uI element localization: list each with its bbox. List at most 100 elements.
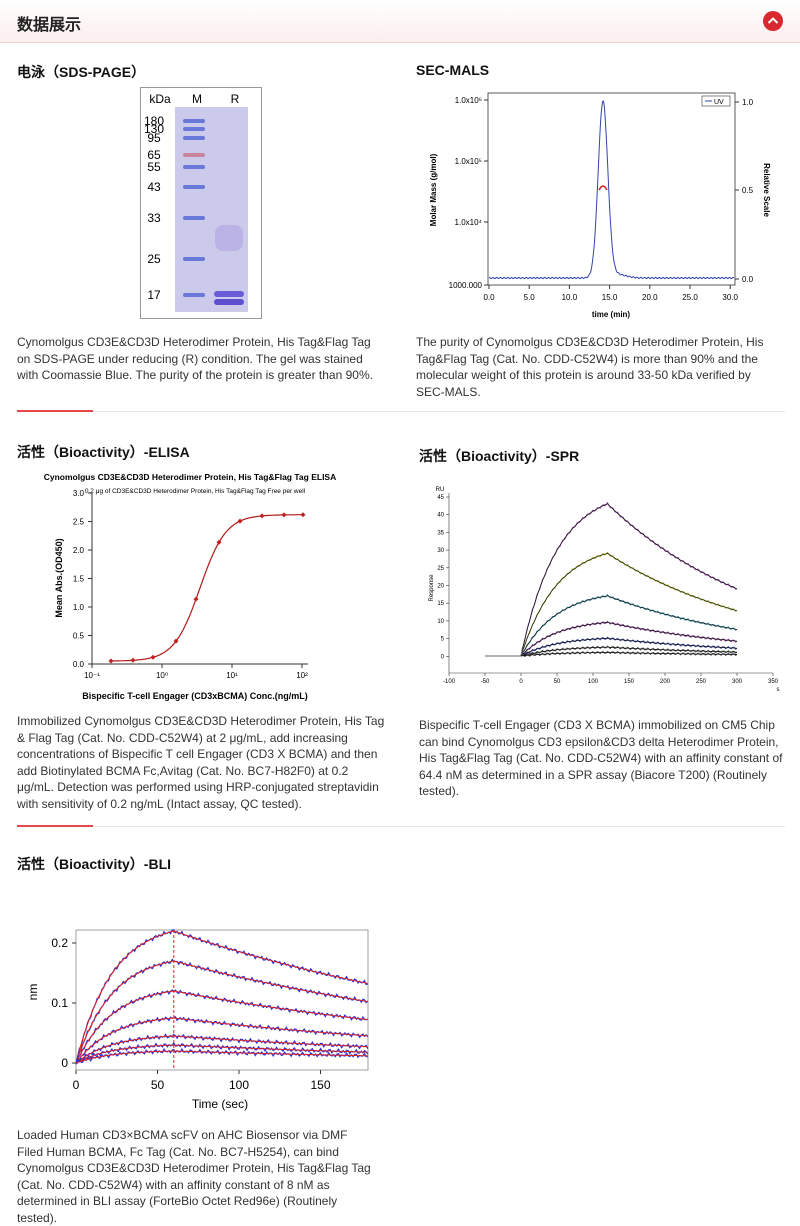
data-point — [130, 657, 136, 663]
x-tick-label: -100 — [443, 679, 456, 685]
fit-curve — [520, 595, 738, 657]
plot-frame — [75, 929, 369, 1071]
fit-curve — [520, 652, 737, 657]
data-point — [281, 512, 287, 518]
marker-band — [183, 127, 205, 131]
x-axis-label: Time (sec) — [192, 1097, 248, 1111]
marker-label: 95 — [147, 131, 161, 145]
caption: Cynomolgus CD3E&CD3D Heterodimer Protein… — [17, 335, 373, 382]
marker-label: 25 — [147, 252, 161, 266]
x-tick-label: 350 — [768, 679, 779, 685]
fit-curve — [520, 552, 738, 657]
y-tick-label: 35 — [437, 530, 444, 536]
x-tick-label: -50 — [481, 679, 490, 685]
y-axis-label: nm — [26, 984, 40, 1001]
elisa-chart: Cynomolgus CD3E&CD3D Heterodimer Protein… — [44, 472, 337, 701]
x-tick-label: 10⁰ — [156, 671, 168, 680]
y2-tick-label: 1.0 — [742, 98, 754, 107]
marker-label: 43 — [147, 180, 161, 194]
sample-band — [214, 291, 244, 297]
x-tick-label: 5.0 — [524, 293, 536, 302]
data-point — [150, 654, 156, 660]
y-tick-label: 1.5 — [73, 575, 85, 584]
sec-mals-chart: 1.0x10⁶ 1.0x10⁵ 1.0x10⁴ 1000.000 1.0 0.5 0.0 0.… — [429, 92, 771, 319]
data-point — [173, 638, 179, 644]
marker-label: 65 — [147, 148, 161, 162]
y-axis-label: Mean Abs.(OD450) — [54, 538, 64, 617]
y-tick-label: 1000.000 — [449, 281, 483, 290]
uv-trace — [488, 100, 735, 280]
x-tick-label: 50 — [554, 679, 561, 685]
y-tick-label: 1.0x10⁴ — [455, 218, 483, 227]
bli-chart: 0.2 0.1 00 50 100 150 Time (sec) nm — [26, 929, 369, 1111]
caption: Immobilized Cynomolgus CD3E&CD3D Heterod… — [17, 714, 385, 811]
lane-label: M — [192, 92, 202, 106]
x-tick-label: 10¹ — [226, 671, 238, 680]
fit-curve — [520, 503, 738, 657]
chart-subtitle: 0.2 μg of CD3E&CD3D Heterodimer Protein,… — [85, 488, 306, 495]
fit-curve — [75, 990, 368, 1064]
y-tick-label: 5 — [441, 637, 445, 643]
y-tick-label: 0 — [441, 654, 445, 660]
marker-label: 33 — [147, 211, 161, 225]
y-tick-label: 15 — [437, 601, 444, 607]
x-tick-label: 30.0 — [722, 293, 738, 302]
y-tick-label: 0.2 — [51, 936, 68, 950]
section-title: 活性（Bioactivity）-ELISA — [17, 444, 190, 460]
y-tick-label: 40 — [437, 513, 444, 519]
x-tick-label: 50 — [151, 1078, 165, 1092]
divider — [17, 826, 785, 827]
lane-label: R — [231, 92, 240, 106]
x-tick-label: 150 — [624, 679, 635, 685]
sensorgram — [520, 501, 738, 657]
chart-title: Cynomolgus CD3E&CD3D Heterodimer Protein… — [44, 472, 337, 482]
x-axis-label: time (min) — [592, 310, 631, 319]
collapse-button[interactable] — [763, 11, 783, 31]
y-tick-label: 45 — [437, 495, 444, 501]
gel-lane-area — [175, 107, 248, 312]
section-title: 活性（Bioactivity）-SPR — [419, 448, 580, 464]
section-title: SEC-MALS — [416, 62, 490, 78]
x-tick-label: 10⁻¹ — [84, 671, 100, 680]
fit-curve — [520, 622, 738, 657]
data-point — [300, 512, 306, 518]
marker-label: 180 — [144, 114, 164, 128]
marker-band — [183, 165, 205, 169]
divider-accent — [17, 825, 93, 827]
caption: The purity of Cynomolgus CD3E&CD3D Heter… — [416, 335, 764, 399]
sample-smear — [215, 225, 243, 251]
header-bar: 数据展示 — [0, 0, 800, 43]
y-unit: RU — [436, 487, 445, 493]
fit-curve — [520, 637, 738, 657]
legend-label: UV — [714, 99, 724, 106]
x-tick-label: 150 — [310, 1078, 330, 1092]
x-tick-label: 100 — [588, 679, 599, 685]
marker-band — [183, 293, 205, 297]
data-point — [108, 658, 114, 664]
y-tick-label: 30 — [437, 548, 444, 554]
marker-band — [183, 257, 205, 261]
x-axis-label: Bispecific T-cell Engager (CD3xBCMA) Con… — [82, 691, 308, 701]
x-tick-label: 300 — [732, 679, 743, 685]
section-title: 活性（Bioactivity）-BLI — [17, 856, 172, 872]
y-tick-label: 3.0 — [73, 489, 85, 498]
y-tick-label: 10 — [437, 619, 444, 625]
x-tick-label: 0 — [73, 1078, 80, 1092]
y-tick-label: 0.5 — [73, 632, 85, 641]
x-tick-label: 10² — [296, 671, 308, 680]
marker-label: 55 — [147, 160, 161, 174]
y-tick-label: 0.1 — [51, 996, 68, 1010]
x-tick-label: 0.0 — [483, 293, 495, 302]
marker-label: 130 — [144, 122, 164, 136]
data-point — [193, 596, 199, 602]
x-unit: s — [777, 687, 780, 693]
divider-accent — [17, 410, 93, 412]
data-point — [259, 513, 265, 519]
caption: Loaded Human CD3×BCMA scFV on AHC Biosen… — [17, 1128, 371, 1225]
header-title: 数据展示 — [17, 17, 82, 34]
y-axis-label: Molar Mass (g/mol) — [429, 153, 438, 226]
x-tick-label: 200 — [660, 679, 671, 685]
data-point — [237, 518, 243, 524]
legend-box — [701, 95, 731, 107]
